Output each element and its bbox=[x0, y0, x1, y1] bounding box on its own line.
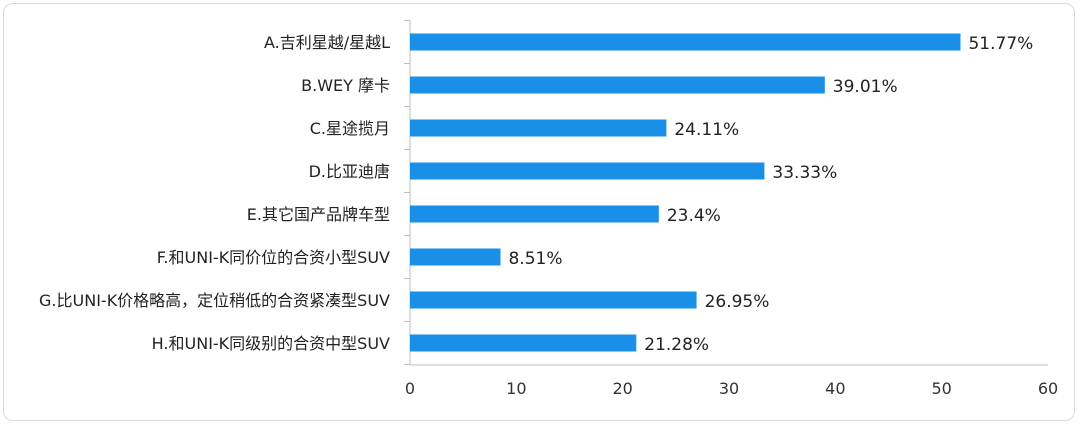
category-label: A.吉利星越/星越L bbox=[264, 33, 390, 52]
x-tick-label: 0 bbox=[405, 379, 415, 398]
category-label: B.WEY 摩卡 bbox=[301, 76, 390, 95]
x-tick-label: 40 bbox=[825, 379, 845, 398]
category-label: G.比UNI-K价格略高，定位稍低的合资紧凑型SUV bbox=[39, 291, 390, 310]
bar bbox=[410, 33, 961, 51]
x-tick-label: 20 bbox=[612, 379, 632, 398]
x-tick-label: 10 bbox=[506, 379, 526, 398]
category-label: C.星途揽月 bbox=[310, 119, 390, 138]
value-label: 51.77% bbox=[968, 34, 1033, 54]
category-label: F.和UNI-K同价位的合资小型SUV bbox=[157, 248, 390, 267]
value-label: 33.33% bbox=[772, 163, 837, 183]
bar bbox=[410, 119, 667, 137]
value-label: 8.51% bbox=[508, 249, 562, 269]
value-label: 21.28% bbox=[644, 335, 709, 355]
bar bbox=[410, 162, 765, 180]
bar bbox=[410, 334, 637, 352]
bar bbox=[410, 291, 697, 309]
x-tick-label: 60 bbox=[1038, 379, 1058, 398]
value-label: 23.4% bbox=[667, 206, 721, 226]
category-label: E.其它国产品牌车型 bbox=[247, 205, 390, 224]
x-tick-label: 30 bbox=[719, 379, 739, 398]
value-label: 26.95% bbox=[705, 292, 770, 312]
bar bbox=[410, 248, 501, 266]
value-label: 24.11% bbox=[674, 120, 739, 140]
value-label: 39.01% bbox=[833, 77, 898, 97]
bar bbox=[410, 205, 659, 223]
category-label: D.比亚迪唐 bbox=[309, 162, 390, 181]
bar bbox=[410, 76, 825, 94]
category-label: H.和UNI-K同级别的合资中型SUV bbox=[152, 334, 390, 353]
x-tick-label: 50 bbox=[931, 379, 951, 398]
